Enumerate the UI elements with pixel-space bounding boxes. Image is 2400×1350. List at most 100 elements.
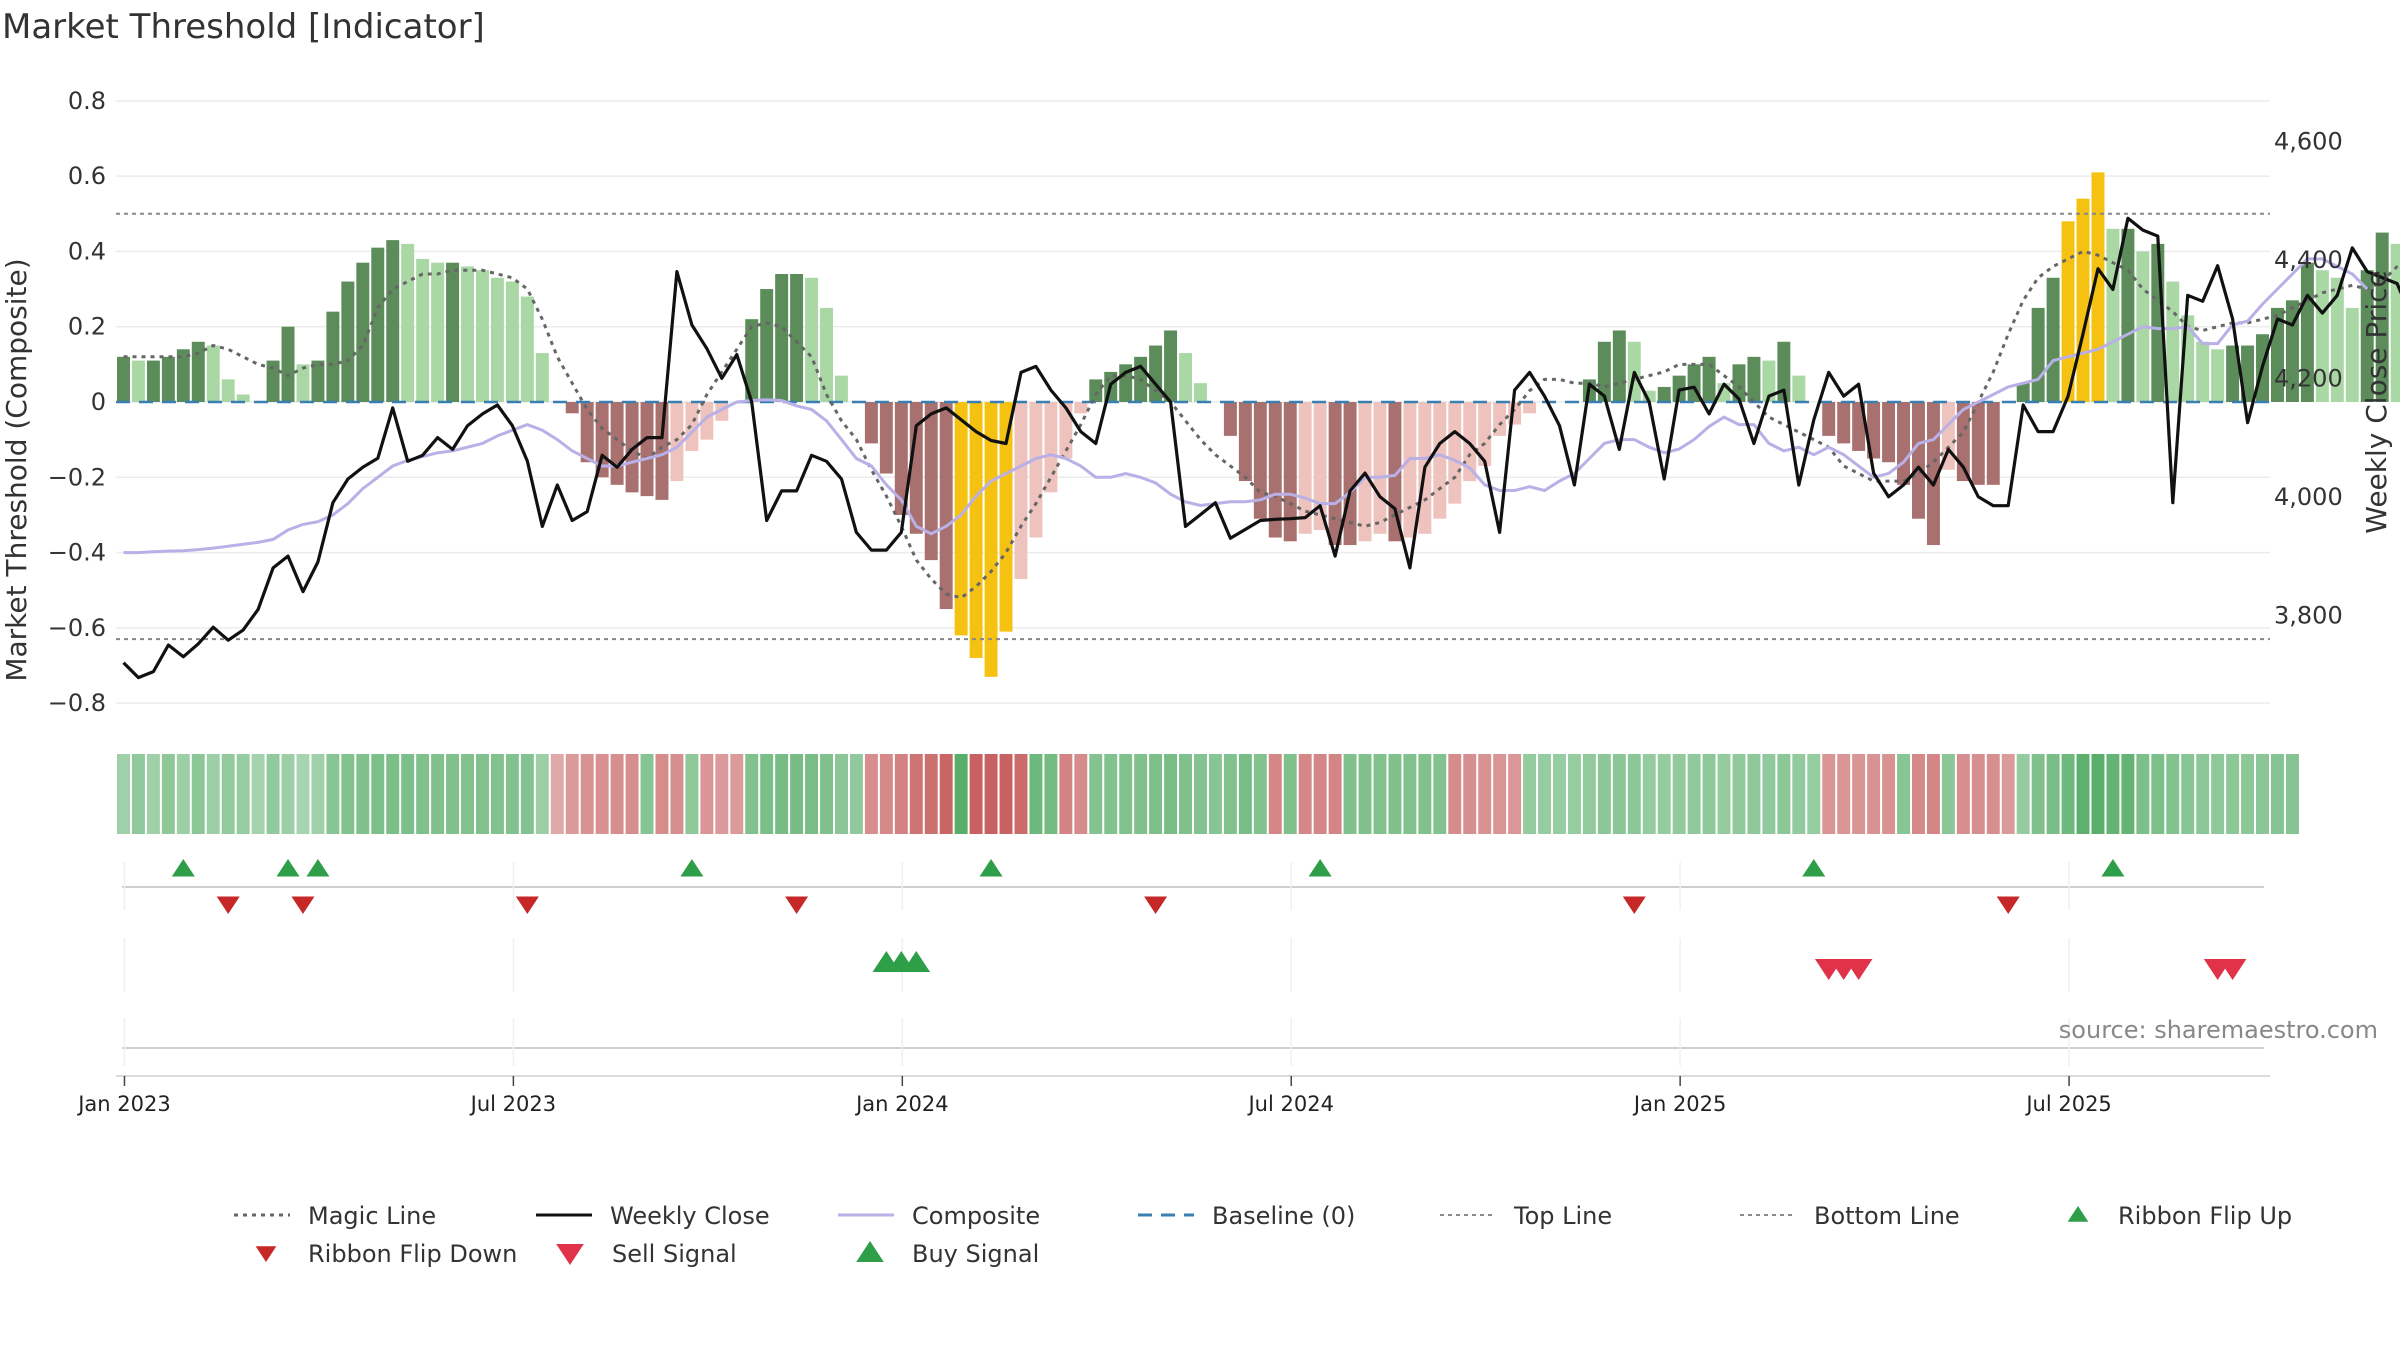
ribbon-cell xyxy=(1478,754,1492,834)
ribbon-cell xyxy=(1867,754,1881,834)
composite-bar xyxy=(1179,353,1192,402)
ribbon-cell xyxy=(2271,754,2284,834)
sell-signal-marker xyxy=(1844,959,1873,980)
composite-bar xyxy=(161,356,175,402)
ribbon-cell xyxy=(1283,754,1297,834)
ribbon-cell xyxy=(954,754,968,834)
ribbon-cell xyxy=(640,754,654,834)
composite-bar xyxy=(1448,402,1462,504)
ribbon-cell xyxy=(1194,754,1207,834)
ribbon-cell xyxy=(2061,754,2075,834)
composite-bar xyxy=(999,402,1013,632)
composite-bar xyxy=(1971,402,1985,485)
composite-bar xyxy=(1642,390,1656,402)
legend-item: Magic Line xyxy=(234,1202,436,1230)
composite-bar xyxy=(416,258,430,402)
ribbon-cell xyxy=(1792,754,1806,834)
legend-label: Bottom Line xyxy=(1814,1202,1960,1230)
composite-bar xyxy=(2031,307,2045,402)
composite-bar xyxy=(2226,345,2240,402)
composite-bar xyxy=(1283,402,1297,542)
composite-bar xyxy=(909,402,923,534)
composite-bar xyxy=(625,402,639,493)
ribbon-cell xyxy=(1134,754,1148,834)
composite-bar xyxy=(1747,356,1761,402)
ribbon-cell xyxy=(1433,754,1447,834)
composite-bar xyxy=(1044,402,1058,493)
ribbon-flip-up-marker xyxy=(171,859,195,877)
ribbon-cell xyxy=(1149,754,1163,834)
composite-bar xyxy=(535,353,549,402)
composite-bar xyxy=(1852,402,1866,451)
ribbon-cell xyxy=(775,754,789,834)
y2-tick-label: 3,800 xyxy=(2274,601,2343,629)
ribbon-cell xyxy=(1343,754,1357,834)
ribbon-cell xyxy=(176,754,190,834)
ribbon-cell xyxy=(2226,754,2240,834)
ribbon-cell xyxy=(984,754,998,834)
ribbon-cell xyxy=(1328,754,1342,834)
composite-bar xyxy=(1313,402,1327,530)
composite-bar xyxy=(1014,402,1028,579)
composite-bar xyxy=(2091,172,2105,402)
ribbon-cell xyxy=(161,754,175,834)
composite-bar xyxy=(131,360,145,402)
ribbon-flip-down-marker xyxy=(1144,896,1168,914)
ribbon-cell xyxy=(1358,754,1372,834)
ribbon-cell xyxy=(431,754,445,834)
source-note: source: sharemaestro.com xyxy=(2059,1016,2378,1044)
ribbon-cell xyxy=(1119,754,1133,834)
ribbon-flip-up-marker xyxy=(680,859,704,877)
ribbon-cell xyxy=(864,754,878,834)
legend-swatch xyxy=(2067,1206,2089,1222)
ribbon-cell xyxy=(221,754,235,834)
composite-bar xyxy=(176,349,190,402)
y2-tick-label: 4,200 xyxy=(2274,364,2343,392)
composite-bar xyxy=(490,277,504,402)
composite-bar xyxy=(206,345,220,402)
ribbon-flip-down-marker xyxy=(1996,896,2020,914)
ribbon-cell xyxy=(401,754,415,834)
legend-label: Baseline (0) xyxy=(1212,1202,1355,1230)
sell-signal-marker xyxy=(2218,959,2247,980)
ribbon-cell xyxy=(266,754,280,834)
composite-bar xyxy=(670,402,684,482)
ribbon-cell xyxy=(1373,754,1387,834)
composite-bar xyxy=(326,311,340,402)
composite-bar xyxy=(1373,402,1387,534)
x-tick-label: Jul 2025 xyxy=(2024,1092,2111,1116)
composite-bar xyxy=(1657,386,1671,402)
ribbon-cell xyxy=(790,754,804,834)
ribbon-cell xyxy=(2151,754,2165,834)
composite-bar xyxy=(2076,198,2090,402)
composite-bar xyxy=(505,281,519,402)
ribbon-cell xyxy=(835,754,848,834)
ribbon-cell xyxy=(236,754,250,834)
ribbon-cell xyxy=(1986,754,2000,834)
composite-bars xyxy=(117,172,2400,677)
ribbon-cell xyxy=(625,754,639,834)
ribbon-cell xyxy=(490,754,504,834)
composite-bar xyxy=(236,394,250,402)
ribbon-cell xyxy=(1268,754,1282,834)
ribbon-cell xyxy=(1672,754,1686,834)
ribbon-cell xyxy=(1642,754,1656,834)
ribbon-cell xyxy=(535,754,549,834)
ribbon-cell xyxy=(1104,754,1118,834)
composite-bar xyxy=(820,307,833,402)
ribbon-cell xyxy=(1926,754,1940,834)
legend-item: Composite xyxy=(838,1202,1040,1230)
buy-sell-signal-markers xyxy=(872,951,2247,980)
series-lines xyxy=(122,216,2400,680)
ribbon-cell xyxy=(820,754,833,834)
composite-bar xyxy=(1268,402,1282,538)
composite-bar xyxy=(281,326,295,402)
magic-line xyxy=(123,249,2400,600)
x-axis-ticks: Jan 2023 Jul 2023 Jan 2024 Jul 2024 Jan 2025… xyxy=(76,1076,2112,1116)
ribbon-cell xyxy=(341,754,355,834)
ribbon-cell xyxy=(2211,754,2225,834)
composite-bar xyxy=(2345,307,2359,402)
ribbon-cell xyxy=(1582,754,1596,834)
ribbon-cell xyxy=(1238,754,1252,834)
ribbon-cell xyxy=(1717,754,1731,834)
